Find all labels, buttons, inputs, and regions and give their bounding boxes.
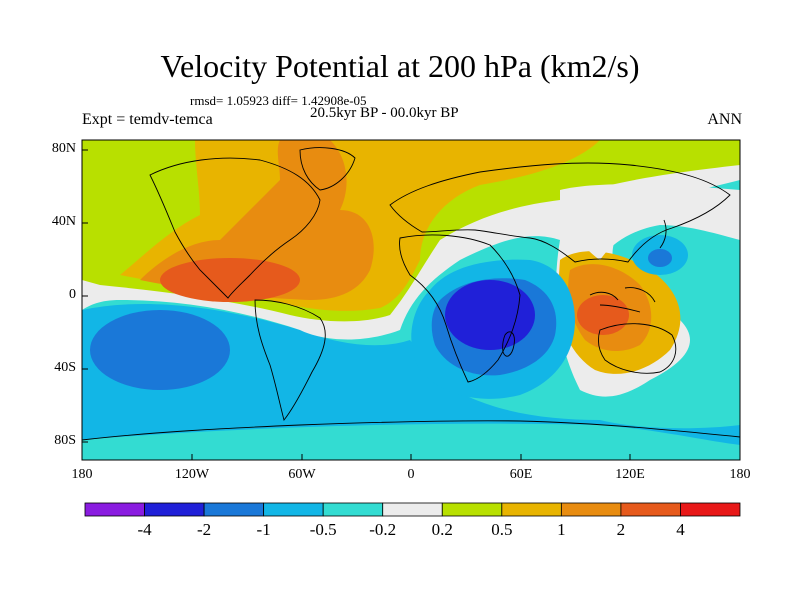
lon-label-0: 0 [407, 467, 415, 482]
colorbar-label: 2 [616, 520, 626, 539]
field-polar-south [82, 423, 740, 460]
colorbar-label: 0.2 [431, 520, 453, 539]
coast-africa [399, 234, 521, 383]
lon-label-60e: 60E [509, 467, 533, 482]
coast-north-america [149, 157, 321, 299]
colorbar-swatch [382, 502, 443, 517]
colorbar-swatch [441, 502, 503, 517]
coast-europe-asia [389, 162, 731, 263]
colorbar [84, 502, 741, 517]
lat-label-0: 0 [69, 287, 76, 302]
coast-japan [659, 219, 667, 249]
colorbar-label: -4 [137, 520, 152, 539]
colorbar-swatch [84, 502, 145, 517]
period-label: 20.5kyr BP - 00.0kyr BP [310, 105, 459, 121]
lon-label-180e: 180 [729, 467, 751, 482]
coast-antarctica [82, 420, 740, 441]
colorbar-swatch [203, 502, 265, 517]
colorbar-swatch [322, 502, 384, 517]
colorbar-label: -0.2 [369, 520, 397, 539]
colorbar-swatch [620, 502, 681, 517]
lon-label-60w: 60W [288, 467, 316, 482]
velocity-potential-field [82, 140, 740, 460]
coast-greenland [299, 147, 356, 191]
map-title: Velocity Potential at 200 hPa (km2/s) [160, 48, 640, 84]
colorbar-swatch [560, 502, 622, 517]
coastlines [82, 147, 740, 441]
season-label: ANN [707, 111, 742, 128]
field-northwest-pacific-core [648, 249, 672, 267]
colorbar-swatch [680, 502, 741, 517]
lon-label-120e: 120E [615, 467, 645, 482]
lon-label-180w: 180 [71, 467, 93, 482]
lat-label-40n: 40N [51, 214, 76, 229]
field-americas-core [160, 258, 300, 302]
field-positive-mid [140, 140, 374, 300]
lon-label-120w: 120W [174, 467, 210, 482]
colorbar-label: -0.5 [309, 520, 337, 539]
colorbar-label: 4 [676, 520, 685, 539]
axis-ticks [81, 149, 741, 460]
field-africa-negative-core [445, 280, 535, 350]
coast-south-america [254, 299, 326, 421]
colorbar-swatch [501, 502, 562, 517]
coast-maritime-continent [589, 287, 656, 313]
coast-australia [597, 323, 677, 374]
experiment-label: Expt = temdv-temca [82, 111, 213, 128]
colorbar-label: 1 [557, 520, 566, 539]
field-south-band [82, 304, 740, 460]
colorbar-swatch [263, 502, 324, 517]
coast-madagascar [502, 331, 515, 357]
lat-label-40s: 40S [54, 360, 76, 375]
lat-label-80s: 80S [54, 433, 76, 448]
lat-label-80n: 80N [51, 141, 76, 156]
colorbar-swatch [144, 502, 205, 517]
field-south-pacific-core [90, 310, 230, 390]
colorbar-label: -2 [196, 520, 212, 539]
colorbar-label: -1 [256, 520, 271, 539]
field-asia-neutral [560, 184, 740, 260]
rmsd-diff-stats: rmsd= 1.05923 diff= 1.42908e-05 [190, 93, 367, 108]
colorbar-label: 0.5 [491, 520, 513, 539]
